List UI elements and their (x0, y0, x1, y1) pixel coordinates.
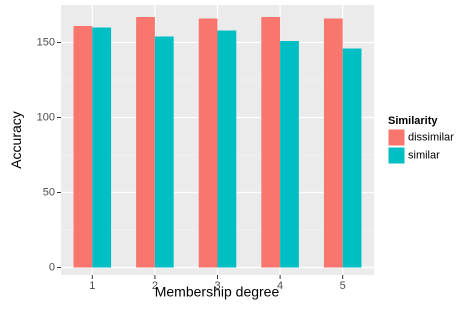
x-axis: 1 2 3 4 5 (89, 275, 346, 292)
y-tick-label: 0 (49, 261, 55, 273)
legend: Similarity dissimilar similar (387, 115, 454, 165)
x-tick-label: 4 (277, 280, 283, 292)
legend-label-similar: similar (408, 149, 440, 161)
y-tick-label: 100 (37, 111, 55, 123)
legend-swatch-dissimilar (388, 129, 405, 146)
bar-dissimilar (261, 17, 281, 268)
x-tick-label: 5 (340, 280, 346, 292)
x-tick-label: 2 (152, 280, 158, 292)
y-tick-label: 150 (37, 36, 55, 48)
bar-dissimilar (73, 26, 93, 268)
legend-title: Similarity (388, 115, 438, 127)
x-tick-label: 1 (89, 280, 95, 292)
bar-similar (280, 41, 299, 268)
bar-similar (92, 27, 112, 268)
bar-dissimilar (198, 18, 218, 268)
bar-similar (217, 30, 237, 268)
bar-dissimilar (323, 18, 343, 268)
bar-dissimilar (136, 17, 155, 268)
bar-similar (342, 48, 362, 268)
y-tick-label: 50 (43, 186, 55, 198)
bars (73, 17, 362, 268)
legend-swatch-similar (388, 147, 405, 164)
x-axis-title: Membership degree (155, 283, 280, 299)
legend-label-dissimilar: dissimilar (408, 131, 454, 143)
y-axis: 0 50 100 150 (37, 36, 61, 273)
bar-similar (154, 36, 174, 268)
y-axis-title: Accuracy (8, 111, 24, 169)
x-tick-label: 3 (214, 280, 220, 292)
